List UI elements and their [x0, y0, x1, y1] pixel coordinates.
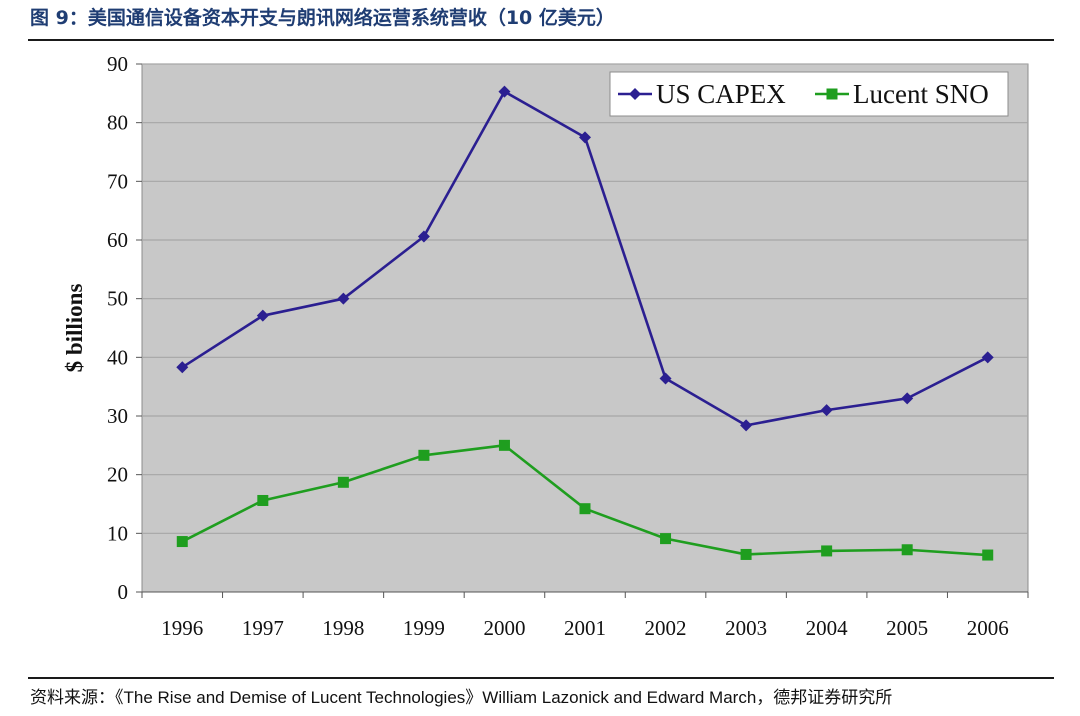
data-point-lucent-sno [257, 494, 269, 506]
x-tick-label: 2004 [806, 616, 849, 640]
data-point-lucent-sno [176, 536, 188, 548]
source-note: 资料来源：《The Rise and Demise of Lucent Tech… [30, 686, 892, 710]
data-point-lucent-sno [740, 548, 752, 560]
source-text: 《The Rise and Demise of Lucent Technolog… [115, 688, 774, 707]
legend-entry-lucent-sno: Lucent SNO [853, 79, 989, 109]
y-tick-label: 20 [107, 463, 128, 487]
y-tick-label: 0 [118, 580, 129, 604]
x-tick-label: 2002 [645, 616, 687, 640]
x-tick-label: 2006 [967, 616, 1009, 640]
figure-title: 图 9：美国通信设备资本开支与朗讯网络运营系统营收（10 亿美元） [30, 7, 615, 29]
x-tick-label: 1998 [322, 616, 364, 640]
legend-box [609, 71, 1009, 117]
data-point-lucent-sno [660, 533, 672, 545]
legend-entry-us-capex: US CAPEX [656, 79, 786, 109]
data-point-us-capex [337, 292, 350, 305]
data-point-us-capex [820, 404, 833, 417]
y-tick-label: 90 [107, 52, 128, 76]
data-point-lucent-sno [418, 449, 430, 461]
x-tick-label: 2005 [886, 616, 928, 640]
y-tick-label: 60 [107, 228, 128, 252]
legend-swatch-marker [826, 88, 838, 100]
x-tick-label: 2003 [725, 616, 767, 640]
y-tick-label: 40 [107, 345, 128, 369]
y-tick-label: 80 [107, 111, 128, 135]
x-tick-label: 2000 [483, 616, 525, 640]
y-axis-label: $ billions [62, 284, 87, 373]
x-tick-label: 1996 [161, 616, 203, 640]
source-suffix: 德邦证券研究所 [773, 688, 893, 708]
data-point-us-capex [659, 372, 672, 385]
data-point-us-capex [901, 392, 914, 405]
data-point-lucent-sno [579, 503, 591, 515]
top-rule [28, 39, 1054, 41]
y-tick-label: 30 [107, 404, 128, 428]
bottom-rule [28, 677, 1054, 679]
data-point-us-capex [981, 351, 994, 364]
data-point-lucent-sno [982, 549, 994, 561]
data-point-us-capex [176, 361, 189, 374]
y-tick-label: 50 [107, 287, 128, 311]
data-point-us-capex [498, 85, 511, 98]
data-point-lucent-sno [337, 476, 349, 488]
legend-swatch-marker [629, 88, 641, 100]
data-point-us-capex [579, 131, 591, 144]
data-point-lucent-sno [901, 544, 913, 556]
x-tick-label: 1997 [242, 616, 284, 640]
x-tick-label: 1999 [403, 616, 445, 640]
y-tick-label: 70 [107, 169, 128, 193]
data-point-us-capex [256, 309, 269, 322]
source-prefix: 资料来源： [30, 688, 115, 708]
data-point-lucent-sno [821, 545, 833, 557]
data-point-us-capex [417, 230, 430, 243]
y-tick-label: 10 [107, 521, 128, 545]
x-tick-label: 2001 [564, 616, 606, 640]
data-point-lucent-sno [498, 439, 510, 451]
data-point-us-capex [740, 419, 753, 432]
